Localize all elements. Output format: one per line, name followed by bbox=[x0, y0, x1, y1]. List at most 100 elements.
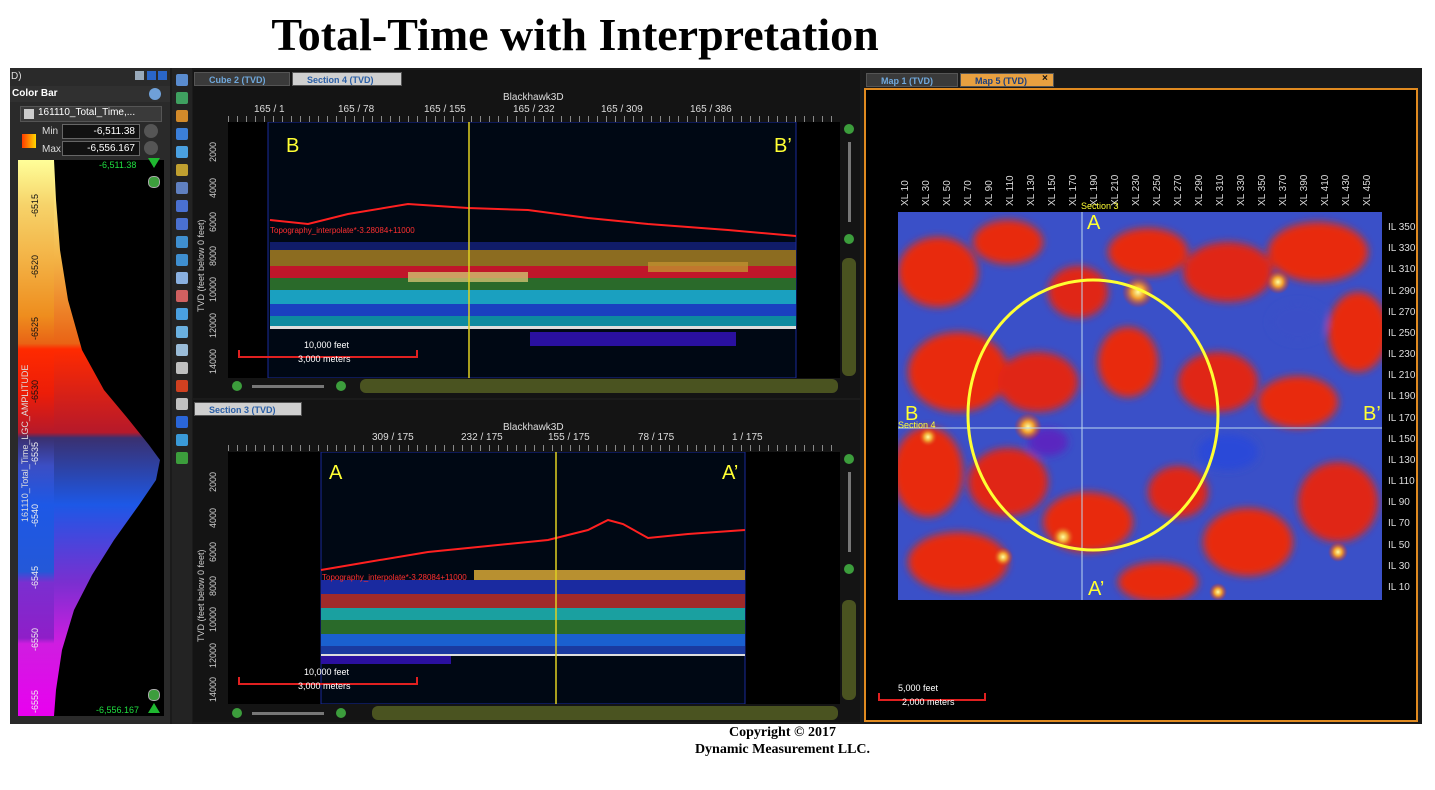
map-marker-b: B bbox=[905, 403, 919, 425]
map-marker-b-prime: B’ bbox=[1363, 403, 1381, 425]
eraser-icon[interactable] bbox=[176, 398, 188, 410]
pan-icon[interactable] bbox=[176, 146, 188, 158]
x-tick: 1 / 175 bbox=[732, 432, 763, 443]
triangle-icon[interactable] bbox=[176, 308, 188, 320]
magnify-icon[interactable] bbox=[176, 110, 188, 122]
min-label: Min bbox=[42, 126, 59, 137]
vertical-scrollbar[interactable] bbox=[842, 600, 856, 700]
zoom-extent-icon[interactable] bbox=[176, 452, 188, 464]
help-icon[interactable] bbox=[149, 88, 161, 100]
scale-tick: -6530 bbox=[30, 379, 40, 403]
arrow-down-icon[interactable] bbox=[176, 218, 188, 230]
x-tick: 165 / 386 bbox=[690, 104, 732, 115]
scale-feet: 10,000 feet bbox=[304, 340, 350, 350]
line-icon[interactable] bbox=[176, 344, 188, 356]
tab-section-3[interactable]: Section 3 (TVD) bbox=[194, 402, 302, 416]
zoom-in-icon[interactable] bbox=[336, 381, 346, 391]
tab-label: Section 4 (TVD) bbox=[307, 75, 374, 85]
polygon-icon[interactable] bbox=[176, 254, 188, 266]
scale-tick: -6535 bbox=[30, 441, 40, 465]
tab-cube-2[interactable]: Cube 2 (TVD) bbox=[194, 72, 290, 86]
il-label: IL 310 bbox=[1388, 264, 1416, 275]
vzoom-out-icon[interactable] bbox=[844, 564, 854, 574]
y-tick: 6000 bbox=[208, 211, 218, 232]
restore-icon[interactable] bbox=[135, 71, 144, 80]
close-tab-icon[interactable]: × bbox=[1042, 73, 1048, 84]
x-tick: 165 / 309 bbox=[601, 104, 643, 115]
x-axis-ruler bbox=[228, 445, 840, 451]
tab-map-1[interactable]: Map 1 (TVD) bbox=[866, 73, 958, 87]
interpretation-circle bbox=[966, 278, 1220, 552]
map-marker-a: A bbox=[1087, 212, 1101, 234]
zoom-slider[interactable] bbox=[252, 712, 324, 715]
paint-icon[interactable] bbox=[176, 290, 188, 302]
rectangle-icon[interactable] bbox=[176, 416, 188, 428]
max-field[interactable]: -6,556.167 bbox=[62, 141, 140, 156]
rotate-icon[interactable] bbox=[176, 128, 188, 140]
top-handle-icon[interactable] bbox=[148, 158, 160, 168]
il-label: IL 230 bbox=[1388, 349, 1416, 360]
maximize-icon[interactable] bbox=[158, 71, 167, 80]
vertical-scrollbar[interactable] bbox=[842, 258, 856, 376]
y-tick: 12000 bbox=[208, 642, 218, 668]
measure-icon[interactable] bbox=[176, 326, 188, 338]
scale-tick: -6545 bbox=[30, 565, 40, 589]
min-reset-icon[interactable] bbox=[144, 124, 158, 138]
scale-tick: -6540 bbox=[30, 503, 40, 527]
horizontal-scrollbar[interactable] bbox=[360, 379, 838, 393]
top-marker-value: -6,511.38 bbox=[99, 160, 137, 170]
y-tick: 4000 bbox=[208, 507, 218, 528]
zoom-slider[interactable] bbox=[252, 385, 324, 388]
xl-label: XL 410 bbox=[1320, 174, 1331, 206]
palette-icon[interactable] bbox=[22, 134, 36, 148]
pick-icon[interactable] bbox=[176, 182, 188, 194]
xl-label: XL 270 bbox=[1173, 174, 1184, 206]
capture-icon[interactable] bbox=[176, 434, 188, 446]
tab-section-4[interactable]: Section 4 (TVD) bbox=[292, 72, 402, 86]
x-tick: 155 / 175 bbox=[548, 432, 590, 443]
xl-label: XL 30 bbox=[921, 180, 932, 206]
il-label: IL 210 bbox=[1388, 370, 1416, 381]
copyright: Copyright © 2017 Dynamic Measurement LLC… bbox=[0, 724, 1435, 758]
zoom-out-icon[interactable] bbox=[148, 689, 160, 701]
y-tick: 14000 bbox=[208, 348, 218, 374]
zoom-box-icon[interactable] bbox=[176, 92, 188, 104]
tab-map-5[interactable]: Map 5 (TVD) bbox=[960, 73, 1054, 87]
histogram-shape bbox=[54, 160, 160, 716]
layer-icon[interactable] bbox=[176, 164, 188, 176]
map-scale-meters: 2,000 meters bbox=[902, 697, 955, 707]
vzoom-slider[interactable] bbox=[848, 142, 851, 222]
max-label: Max bbox=[42, 144, 61, 155]
min-field[interactable]: -6,511.38 bbox=[62, 124, 140, 139]
zoom-tool-icon[interactable] bbox=[176, 74, 188, 86]
scale-tick: -6525 bbox=[30, 316, 40, 340]
horizontal-scrollbar[interactable] bbox=[372, 706, 838, 720]
max-reset-icon[interactable] bbox=[144, 141, 158, 155]
horizon-label: Topography_interpolate*-3.28084+11000 bbox=[270, 226, 415, 235]
dataset-select[interactable]: 161110_Total_Time,... bbox=[20, 106, 162, 122]
xl-label: XL 110 bbox=[1005, 175, 1016, 206]
zoom-in-icon[interactable] bbox=[336, 708, 346, 718]
stack-icon[interactable] bbox=[176, 272, 188, 284]
xl-label: XL 450 bbox=[1362, 174, 1373, 206]
node-icon[interactable] bbox=[176, 236, 188, 248]
vzoom-slider[interactable] bbox=[848, 472, 851, 552]
vzoom-in-icon[interactable] bbox=[844, 124, 854, 134]
cursor-icon[interactable] bbox=[176, 362, 188, 374]
survey-name: Blackhawk3D bbox=[503, 422, 564, 433]
histogram-svg bbox=[54, 160, 160, 716]
dataset-icon bbox=[24, 109, 34, 119]
zoom-in-icon[interactable] bbox=[148, 176, 160, 188]
vzoom-out-icon[interactable] bbox=[844, 234, 854, 244]
arrow-right-icon[interactable] bbox=[176, 200, 188, 212]
bottom-marker-value: -6,556.167 bbox=[96, 705, 140, 715]
zoom-out-icon[interactable] bbox=[232, 381, 242, 391]
y-axis-label: TVD (feet below 0 feet) bbox=[196, 549, 206, 642]
vzoom-in-icon[interactable] bbox=[844, 454, 854, 464]
bottom-handle-icon[interactable] bbox=[148, 703, 160, 713]
zoom-out-icon[interactable] bbox=[232, 708, 242, 718]
il-label: IL 250 bbox=[1388, 328, 1416, 339]
marker-b-prime: B’ bbox=[774, 135, 792, 157]
minimize-icon[interactable] bbox=[147, 71, 156, 80]
target-icon[interactable] bbox=[176, 380, 188, 392]
